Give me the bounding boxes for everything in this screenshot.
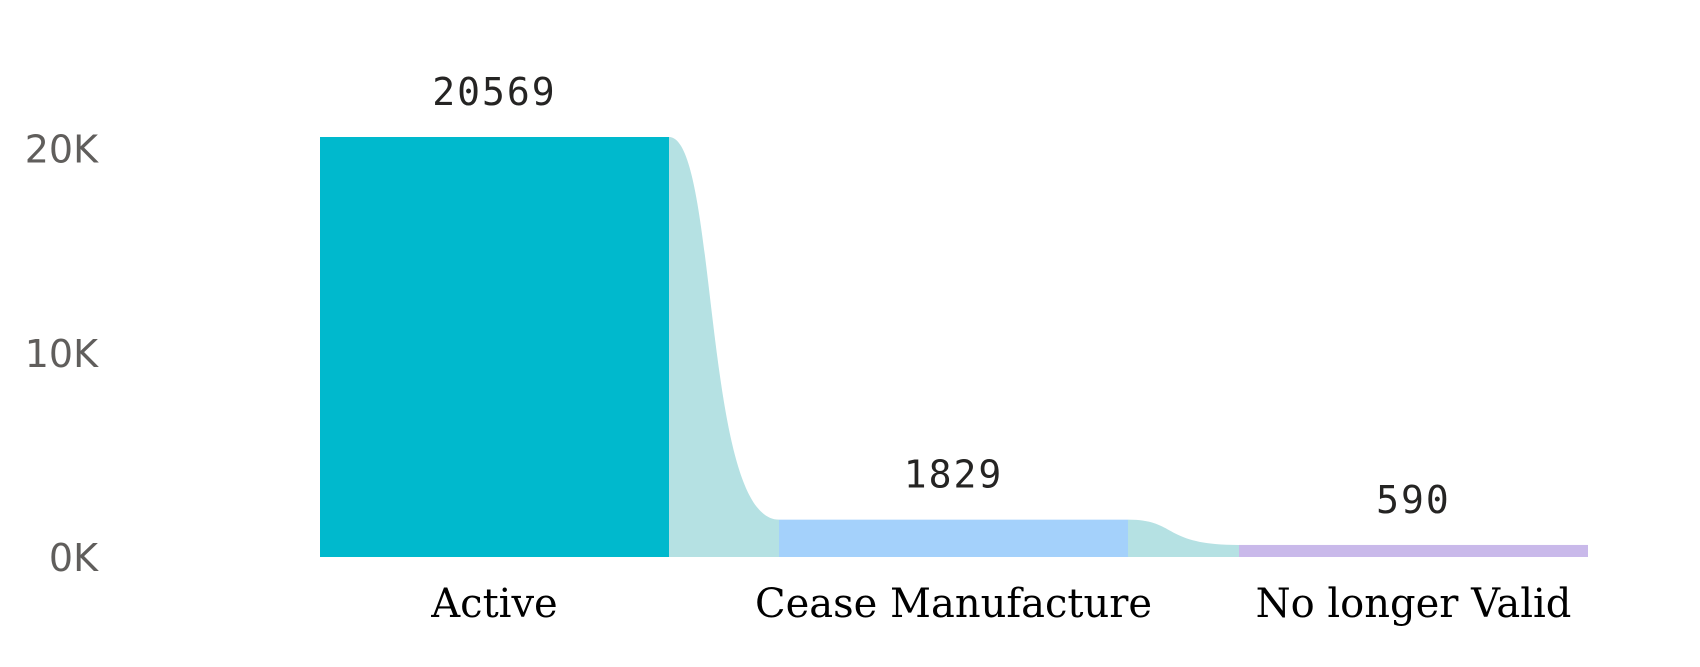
labels-layer: 20569 Active 1829 Cease Manufacture 590 No lo… xyxy=(430,70,1571,627)
ribbon-layer xyxy=(669,137,1239,557)
data-label-1: 1829 xyxy=(904,453,1004,497)
ribbon-1 xyxy=(1128,519,1239,557)
category-label-0: Active xyxy=(430,581,557,627)
bars-layer xyxy=(320,137,1588,557)
ribbon-0 xyxy=(669,137,779,557)
bar-0[interactable] xyxy=(320,137,669,557)
bar-2[interactable] xyxy=(1239,544,1588,557)
y-axis: 0K 10K 20K xyxy=(25,128,99,580)
y-tick-label-0: 0K xyxy=(49,536,99,580)
y-tick-label-1: 10K xyxy=(25,332,99,376)
data-label-2: 590 xyxy=(1376,478,1451,522)
y-tick-label-2: 20K xyxy=(25,128,99,172)
bar-1[interactable] xyxy=(779,519,1128,557)
category-label-2: No longer Valid xyxy=(1256,581,1572,627)
data-label-0: 20569 xyxy=(432,70,556,114)
category-label-1: Cease Manufacture xyxy=(755,581,1152,627)
